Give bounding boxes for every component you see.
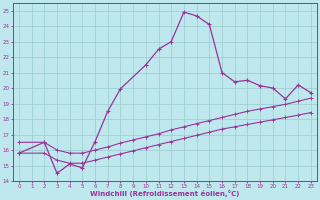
X-axis label: Windchill (Refroidissement éolien,°C): Windchill (Refroidissement éolien,°C) (90, 190, 240, 197)
